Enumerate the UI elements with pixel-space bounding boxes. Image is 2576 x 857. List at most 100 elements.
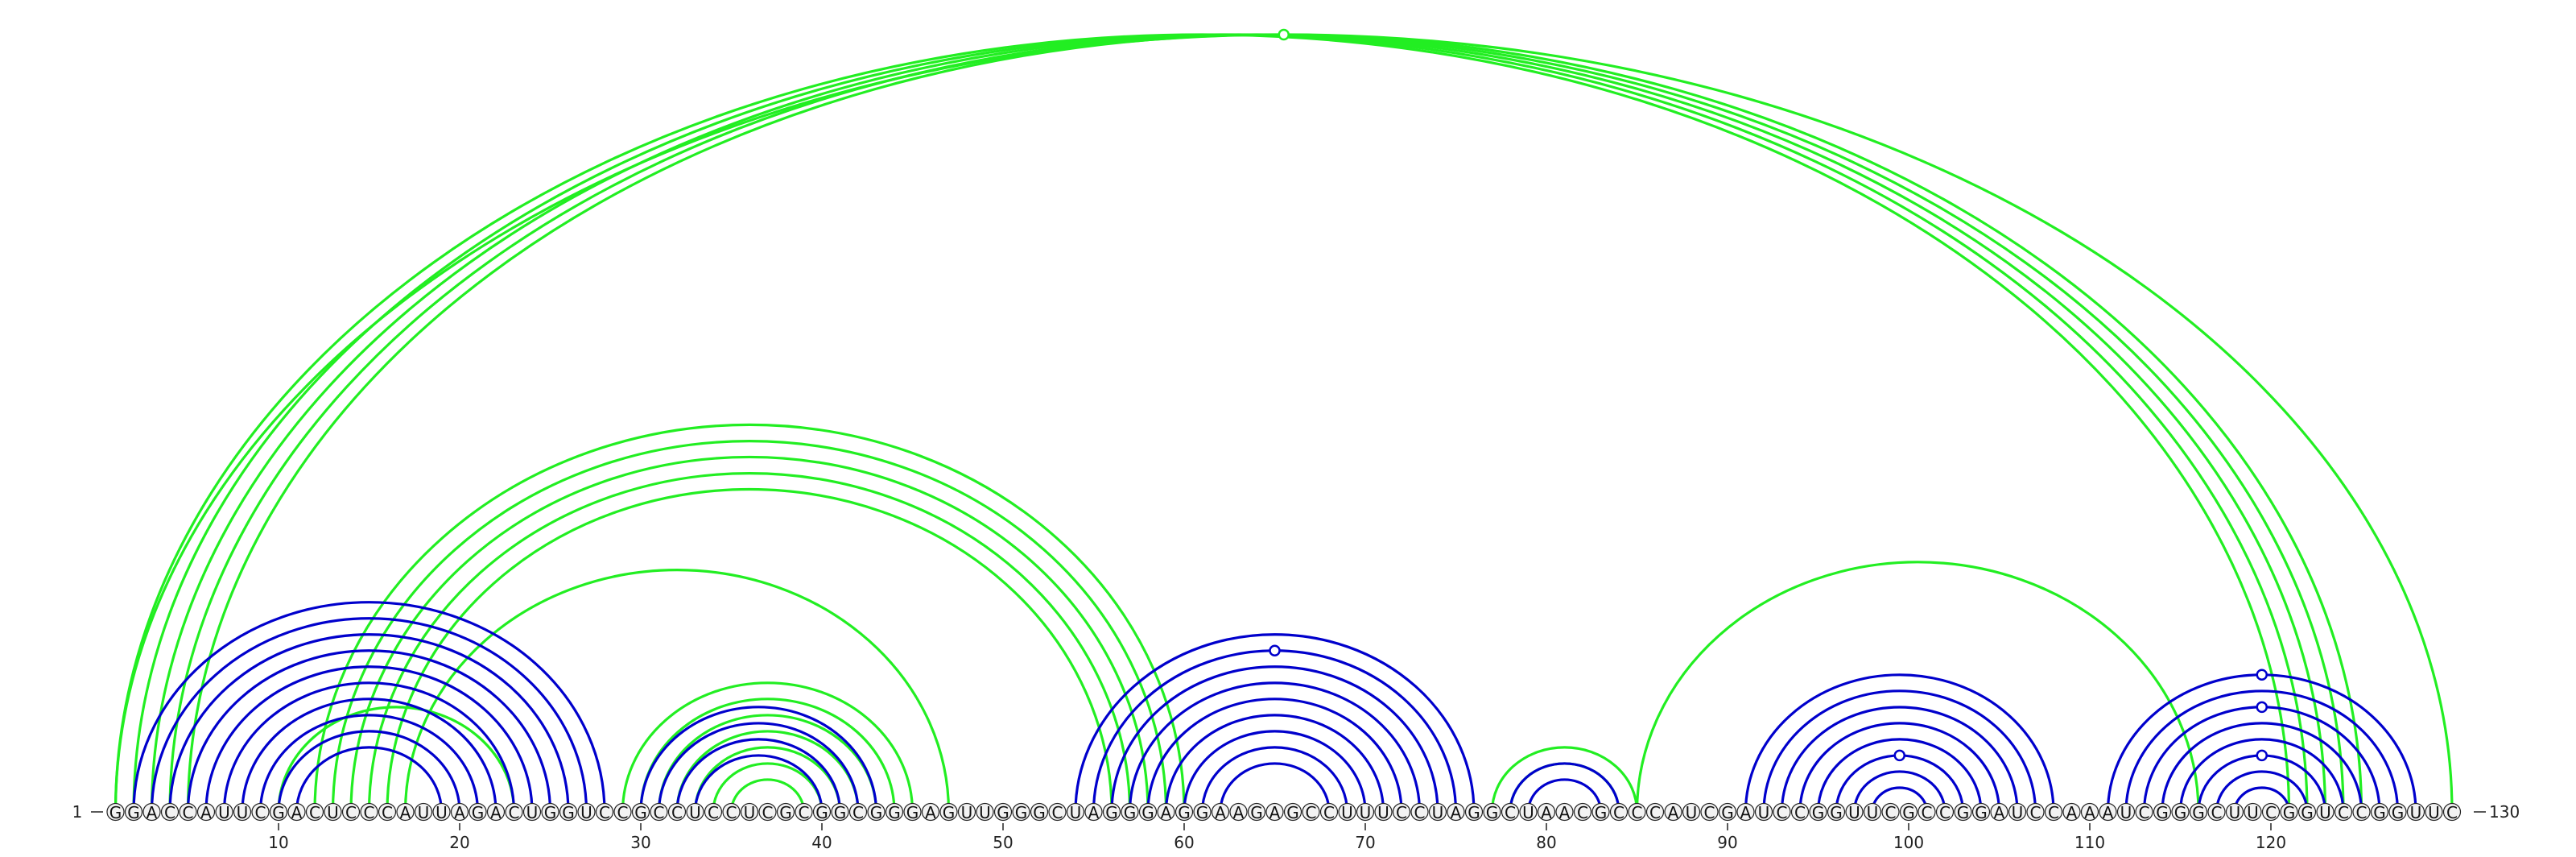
- nucleotide-46: A: [923, 803, 939, 822]
- nucleotide-108: C: [2046, 803, 2062, 822]
- nucleotide-50: G: [995, 803, 1012, 822]
- nucleotide-letter: A: [490, 803, 502, 822]
- nucleotide-100: G: [1901, 803, 1918, 822]
- nucleotide-10: G: [270, 803, 287, 822]
- nucleotide-letter: U: [2428, 803, 2440, 822]
- nucleotide-letter: A: [454, 803, 465, 822]
- nucleotide-25: G: [542, 803, 559, 822]
- tick-label-70: 70: [1355, 833, 1375, 852]
- nucleotide-letter: U: [1848, 803, 1860, 822]
- nucleotide-31: C: [650, 803, 667, 822]
- nucleotide-letter: C: [183, 803, 194, 822]
- tick-label-60: 60: [1174, 833, 1194, 852]
- blue-arc-marker-113-126: [2257, 702, 2267, 712]
- nucleotide-110: A: [2082, 803, 2099, 822]
- nucleotide-19: U: [433, 803, 450, 822]
- nucleotide-56: G: [1104, 803, 1121, 822]
- nucleotide-letter: U: [2410, 803, 2422, 822]
- nucleotide-letter: C: [599, 803, 610, 822]
- nucleotide-44: G: [886, 803, 903, 822]
- nucleotide-26: G: [560, 803, 577, 822]
- nucleotide-letter: U: [526, 803, 539, 822]
- nucleotide-114: G: [2154, 803, 2171, 822]
- nucleotide-83: G: [1592, 803, 1609, 822]
- nucleotide-letter: U: [1070, 803, 1082, 822]
- green-arc-3-123: [152, 35, 2326, 812]
- nucleotide-letter: G: [1033, 803, 1046, 822]
- nucleotide-letter: U: [218, 803, 230, 822]
- nucleotide-letter: U: [1377, 803, 1389, 822]
- nucleotide-letter: A: [2084, 803, 2095, 822]
- nucleotide-letter: G: [1468, 803, 1480, 822]
- nucleotide-111: A: [2099, 803, 2116, 822]
- nucleotide-6: A: [198, 803, 215, 822]
- nucleotide-letter: C: [164, 803, 175, 822]
- nucleotide-letter: C: [852, 803, 864, 822]
- nucleotide-letter: C: [1939, 803, 1951, 822]
- nucleotide-letter: U: [580, 803, 592, 822]
- nucleotide-115: G: [2172, 803, 2189, 822]
- nucleotide-82: C: [1575, 803, 1591, 822]
- nucleotide-121: G: [2281, 803, 2297, 822]
- nucleotide-61: G: [1194, 803, 1211, 822]
- nucleotide-11: A: [288, 803, 305, 822]
- sequence-start-label: 1: [72, 802, 83, 822]
- nucleotide-letter: A: [1233, 803, 1245, 822]
- nucleotide-letter: U: [1360, 803, 1372, 822]
- nucleotide-letter: G: [2283, 803, 2296, 822]
- nucleotide-45: G: [904, 803, 921, 822]
- nucleotide-63: A: [1230, 803, 1247, 822]
- nucleotide-letter: G: [544, 803, 557, 822]
- nucleotide-letter: C: [1704, 803, 1715, 822]
- nucleotide-letter: A: [291, 803, 303, 822]
- nucleotide-17: A: [397, 803, 414, 822]
- nucleotide-67: C: [1302, 803, 1319, 822]
- nucleotide-65: A: [1266, 803, 1283, 822]
- nucleotide-letter: C: [1632, 803, 1643, 822]
- nucleotide-letter: C: [2211, 803, 2223, 822]
- nucleotide-103: G: [1955, 803, 1971, 822]
- nucleotide-letter: C: [1613, 803, 1624, 822]
- nucleotide-98: U: [1864, 803, 1881, 822]
- nucleotide-letter: G: [1105, 803, 1118, 822]
- nucleotide-79: U: [1520, 803, 1537, 822]
- nucleotide-letter: G: [272, 803, 285, 822]
- nucleotide-letter: U: [1758, 803, 1770, 822]
- nucleotide-62: A: [1212, 803, 1229, 822]
- nucleotide-letter: U: [1432, 803, 1444, 822]
- nucleotide-letter: C: [1577, 803, 1588, 822]
- nucleotide-73: C: [1411, 803, 1428, 822]
- nucleotide-letter: G: [906, 803, 919, 822]
- nucleotide-126: G: [2372, 803, 2388, 822]
- nucleotide-letter: G: [562, 803, 575, 822]
- nucleotide-86: C: [1647, 803, 1664, 822]
- nucleotide-letter: G: [2192, 803, 2205, 822]
- nucleotide-letter: C: [255, 803, 266, 822]
- nucleotide-letter: C: [2265, 803, 2277, 822]
- nucleotide-letter: C: [1306, 803, 1317, 822]
- nucleotide-66: G: [1285, 803, 1302, 822]
- blue-arc-61-69: [1203, 747, 1348, 812]
- nucleotide-94: C: [1792, 803, 1809, 822]
- nucleotide-letter: A: [1668, 803, 1679, 822]
- nucleotide-23: C: [506, 803, 522, 822]
- nucleotide-104: G: [1973, 803, 1990, 822]
- nucleotide-letter: A: [147, 803, 158, 822]
- nucleotide-letter: G: [2156, 803, 2169, 822]
- nucleotide-letter: A: [1161, 803, 1172, 822]
- nucleotide-113: C: [2136, 803, 2153, 822]
- blue-arc-60-70: [1184, 731, 1365, 812]
- nucleotide-letter: G: [472, 803, 485, 822]
- nucleotide-letter: G: [2174, 803, 2187, 822]
- nucleotide-12: C: [307, 803, 324, 822]
- nucleotide-letter: U: [237, 803, 249, 822]
- nucleotide-letter: U: [979, 803, 991, 822]
- green-arc-32-42: [677, 731, 858, 812]
- tick-label-50: 50: [993, 833, 1013, 852]
- nucleotide-97: U: [1846, 803, 1863, 822]
- nucleotide-letter: U: [1867, 803, 1879, 822]
- nucleotide-54: U: [1067, 803, 1084, 822]
- nucleotide-letter: G: [779, 803, 792, 822]
- nucleotide-2: G: [126, 803, 142, 822]
